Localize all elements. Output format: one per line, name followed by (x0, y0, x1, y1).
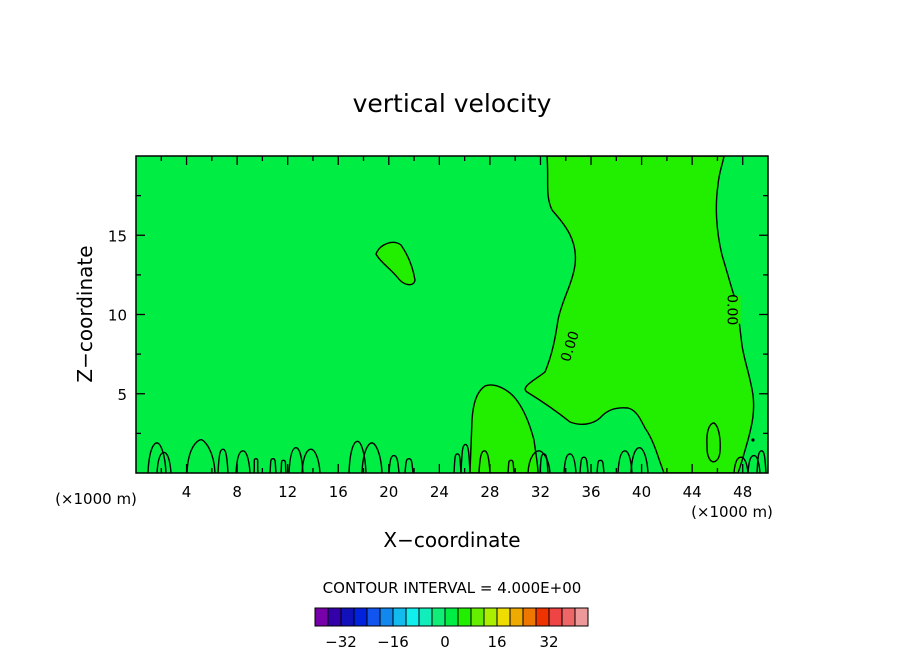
colorbar-swatch (405, 607, 420, 627)
updraft-region-east (525, 156, 754, 473)
contour-label-bg (724, 295, 741, 324)
x-tick-label: 40 (632, 483, 651, 501)
updraft-region-lowmid-contour (469, 384, 539, 473)
surface-cell-contour (217, 448, 229, 473)
surface-cell-contour (596, 459, 605, 473)
y-tick-label: 15 (108, 227, 127, 245)
surface-cell-contour (733, 456, 749, 473)
surface-cell-contour (539, 453, 549, 473)
surface-cell-contour (361, 442, 383, 473)
y-axis-label: Z−coordinate (73, 245, 97, 382)
colorbar-swatch (353, 607, 368, 627)
x-tick-label: 12 (278, 483, 297, 501)
colorbar-label: 32 (539, 633, 558, 651)
x-tick-label: 28 (480, 483, 499, 501)
surface-cell-contour (404, 458, 414, 473)
x-tick-label: 36 (581, 483, 600, 501)
surface-cell-contour (460, 443, 471, 473)
colorbar-swatch (509, 607, 524, 627)
y-tick-label: 5 (117, 386, 127, 404)
x-tick-label: 16 (329, 483, 348, 501)
colorbar-swatch (392, 607, 407, 627)
updraft-blob-20-contour (375, 241, 416, 286)
colorbar-swatch (327, 607, 342, 627)
colorbar-swatch (483, 607, 498, 627)
x-tick-label: 48 (733, 483, 752, 501)
surface-cell-contour (507, 459, 515, 473)
contour-interval-label: CONTOUR INTERVAL = 4.000E+00 (323, 579, 582, 597)
colorbar-label: −16 (377, 633, 409, 651)
colorbar-swatch (314, 607, 329, 627)
surface-cell-contour (280, 459, 287, 473)
surface-cell-contour (388, 454, 400, 473)
colorbar-swatch (366, 607, 381, 627)
surface-cell-contour (186, 439, 216, 473)
plot-area: 0.000.00 (135, 155, 769, 474)
colorbar-swatch (496, 607, 511, 627)
x-tick-label: 32 (531, 483, 550, 501)
colorbar (314, 607, 589, 627)
x-tick-label: 8 (232, 483, 242, 501)
x-unit-right: (×1000 m) (691, 503, 773, 521)
colorbar-swatch (548, 607, 563, 627)
surface-cell-contour (478, 450, 491, 473)
surface-cell-contour (453, 453, 462, 473)
surface-cell-contour (747, 454, 761, 473)
surface-cell-contour (235, 450, 251, 473)
contour-value-label: 0.00 (724, 294, 740, 325)
x-unit-left: (×1000 m) (55, 490, 137, 508)
colorbar-swatch (470, 607, 485, 627)
colorbar-swatch (535, 607, 550, 627)
colorbar-label: −32 (325, 633, 357, 651)
colorbar-label: 16 (487, 633, 506, 651)
surface-cell-contour (617, 450, 633, 473)
chart-title: vertical velocity (353, 89, 552, 118)
surface-cell-contour (253, 458, 259, 473)
surface-cell-contour (288, 446, 304, 473)
x-tick-label: 4 (182, 483, 192, 501)
colorbar-swatch (379, 607, 394, 627)
updraft-blob-46 (706, 423, 721, 462)
surface-cell-contour (269, 458, 277, 473)
colorbar-swatch (418, 607, 433, 627)
x-axis-label: X−coordinate (383, 528, 520, 552)
x-tick-label: 20 (379, 483, 398, 501)
surface-cell-contour (630, 446, 649, 473)
updraft-region-east-contour (524, 156, 755, 473)
colorbar-swatch (444, 607, 459, 627)
surface-cell-contour (156, 451, 172, 473)
updraft-blob-46-contour (706, 422, 721, 463)
surface-cell-contour (147, 442, 167, 473)
x-tick-label: 44 (683, 483, 702, 501)
colorbar-label: 0 (440, 633, 450, 651)
colorbar-swatch (561, 607, 576, 627)
surface-cell-contour (756, 450, 767, 473)
surface-cell-contour (301, 448, 321, 473)
colorbar-swatch (574, 607, 589, 627)
colorbar-swatch (431, 607, 446, 627)
surface-cell-contour (563, 453, 577, 473)
y-tick-label: 10 (108, 307, 127, 325)
surface-cell-contour (579, 456, 589, 473)
colorbar-swatch (522, 607, 537, 627)
colorbar-swatch (457, 607, 472, 627)
contour-label-bg (557, 330, 582, 362)
contour-dot (751, 438, 755, 442)
colorbar-swatch (340, 607, 355, 627)
x-tick-label: 24 (430, 483, 449, 501)
